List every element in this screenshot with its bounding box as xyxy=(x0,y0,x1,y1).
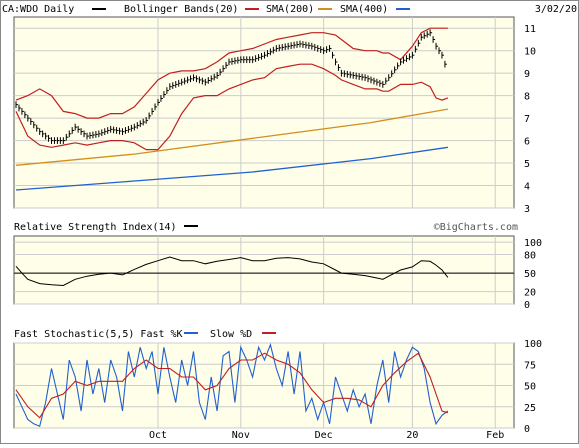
legend-sma200-label: SMA(200) xyxy=(266,4,314,15)
stoch-tick-75: 75 xyxy=(524,360,536,371)
legend-bollinger-label: Bollinger Bands(20) xyxy=(124,4,238,15)
price-panel-frame xyxy=(13,16,515,209)
rsi-tick-50: 50 xyxy=(524,269,536,280)
symbol-label: CA:WDO Daily xyxy=(2,4,74,15)
stoch-fast-line xyxy=(15,342,449,428)
legend-sma400-label: SMA(400) xyxy=(340,4,388,15)
rsi-tick-0: 0 xyxy=(524,300,530,311)
rsi-tick-80: 80 xyxy=(524,251,536,262)
x-label-Nov: Nov xyxy=(232,430,250,441)
price-tick-5: 5 xyxy=(524,159,530,170)
price-tick-8: 8 xyxy=(524,92,530,103)
rsi-tick-100: 100 xyxy=(524,238,542,249)
sma-blue-line xyxy=(15,146,448,191)
price-tick-3: 3 xyxy=(524,204,530,215)
watermark: ©BigCharts.com xyxy=(434,222,518,233)
x-label-20: 20 xyxy=(406,430,418,441)
price-tick-6: 6 xyxy=(524,137,530,148)
stoch-tick-0: 0 xyxy=(524,424,530,435)
price-tick-4: 4 xyxy=(524,182,530,193)
price-tick-7: 7 xyxy=(524,114,530,125)
stoch-tick-100: 100 xyxy=(524,339,542,350)
rsi-title: Relative Strength Index(14) xyxy=(14,222,177,233)
price-tick-11: 11 xyxy=(524,24,536,35)
sma-gold-line xyxy=(15,108,449,166)
stoch-title: Fast Stochastic(5,5) Fast %K xyxy=(14,329,183,340)
price-tick-9: 9 xyxy=(524,69,530,80)
stoch-slow-label: Slow %D xyxy=(210,329,252,340)
bollinger-upper-line xyxy=(15,27,448,119)
chart-date: 3/02/20 xyxy=(535,4,577,15)
x-label-Oct: Oct xyxy=(149,430,167,441)
rsi-tick-20: 20 xyxy=(524,288,536,299)
stoch-tick-50: 50 xyxy=(524,382,536,393)
rsi-panel-frame xyxy=(13,235,515,305)
x-label-Dec: Dec xyxy=(315,430,333,441)
price-tick-10: 10 xyxy=(524,47,536,58)
x-label-Feb: Feb xyxy=(486,430,504,441)
rsi-line xyxy=(15,256,449,287)
stoch-tick-25: 25 xyxy=(524,403,536,414)
bollinger-lower-line xyxy=(15,63,449,151)
stoch-slow-line xyxy=(15,352,449,419)
